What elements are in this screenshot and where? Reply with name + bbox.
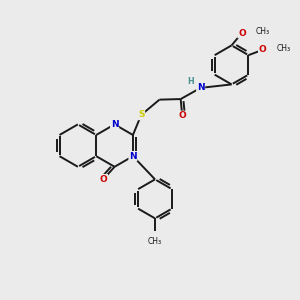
Text: S: S — [138, 110, 144, 119]
Text: O: O — [259, 45, 266, 54]
Text: CH₃: CH₃ — [256, 27, 270, 36]
Text: CH₃: CH₃ — [148, 237, 162, 246]
Text: H: H — [188, 77, 194, 86]
Text: O: O — [178, 111, 186, 120]
Text: O: O — [238, 28, 246, 38]
Text: N: N — [129, 152, 137, 161]
Text: O: O — [100, 175, 107, 184]
Text: N: N — [111, 120, 119, 129]
Text: CH₃: CH₃ — [277, 44, 291, 53]
Text: N: N — [197, 83, 205, 92]
